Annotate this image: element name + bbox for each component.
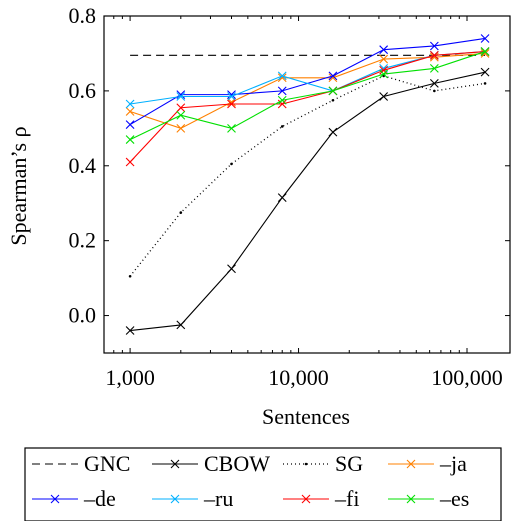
series-line-sg — [129, 75, 486, 277]
series-point-ru — [176, 92, 186, 101]
legend-label: SG — [335, 451, 363, 476]
legend-label: –ja — [439, 451, 467, 476]
series-point-fi — [125, 157, 135, 167]
legend-label: GNC — [84, 451, 130, 476]
x-axis-ticks: 1,000 10,000 100,000 — [103, 16, 503, 390]
series-point-de — [125, 120, 135, 129]
series-point-ja — [480, 49, 490, 58]
series-point-ru — [277, 71, 287, 81]
legend-marker — [170, 494, 180, 504]
series-fi — [125, 47, 490, 167]
series-point-cbow — [277, 193, 287, 202]
series-point-ja — [176, 123, 186, 133]
legend-item-ja: –ja — [388, 451, 467, 476]
series-point-sg — [331, 98, 335, 102]
series-point-de — [227, 90, 236, 100]
legend-item-cbow: CBOW — [152, 451, 270, 476]
series-point-ja — [277, 73, 287, 83]
legend-label: –es — [439, 486, 469, 511]
series-point-cbow — [379, 92, 389, 101]
series-point-fi — [227, 99, 236, 109]
series-point-ja — [379, 54, 389, 64]
series-point-cbow — [125, 326, 135, 335]
legend-item-fi: –fi — [283, 486, 359, 511]
series-point-ja — [125, 107, 135, 116]
series-point-sg — [280, 125, 284, 128]
series-point-fi — [176, 103, 186, 113]
series-point-sg — [483, 82, 487, 85]
y-tick-label: 0.8 — [69, 3, 97, 28]
series-point-sg — [128, 274, 132, 278]
series-point-ja — [429, 52, 439, 62]
legend-label: CBOW — [204, 451, 270, 476]
legend-label: –ru — [203, 486, 233, 511]
series-point-de — [379, 45, 389, 55]
series-point-de — [328, 71, 338, 81]
series-point-cbow — [176, 320, 186, 330]
legend-item-gnc: GNC — [32, 451, 130, 476]
legend-label: –de — [83, 486, 116, 511]
series-cbow — [125, 67, 490, 335]
series-point-es — [379, 69, 389, 79]
series-point-es — [429, 64, 439, 73]
y-tick-label: 0.4 — [69, 153, 97, 178]
legend-label: –fi — [334, 486, 359, 511]
legend-item-ru: –ru — [152, 486, 233, 511]
series-line-es — [129, 51, 486, 141]
x-tick-label: 10,000 — [268, 365, 329, 390]
series-point-sg — [179, 211, 183, 214]
series-point-ru — [227, 92, 236, 101]
plot-frame — [103, 15, 511, 354]
legend-marker — [406, 494, 416, 504]
series-point-es — [480, 47, 490, 56]
series-point-cbow — [429, 79, 439, 88]
series-point-sg — [433, 89, 436, 93]
series-point-cbow — [480, 67, 490, 77]
series-point-cbow — [227, 264, 236, 274]
legend: GNC CBOW SG –ja –de –ru –fi –es — [24, 447, 502, 521]
series-sg — [128, 74, 487, 278]
series-point-de — [429, 41, 439, 51]
series-point-es — [125, 135, 135, 144]
y-tick-label: 0.2 — [69, 228, 97, 253]
y-axis-ticks: 0.0 0.2 0.4 0.6 0.8 — [69, 3, 510, 328]
series-point-fi — [429, 50, 439, 60]
series-line-cbow — [130, 71, 486, 332]
series-point-es — [176, 110, 186, 120]
series-point-ru — [125, 99, 135, 109]
x-axis-title: Sentences — [262, 404, 350, 429]
series-point-de — [277, 86, 287, 96]
x-tick-label: 100,000 — [431, 365, 503, 390]
legend-marker — [301, 494, 311, 504]
series-point-de — [480, 34, 490, 43]
series-point-es — [277, 95, 287, 105]
legend-marker — [406, 459, 416, 469]
series-line-fi — [129, 51, 486, 163]
legend-item-de: –de — [32, 486, 116, 511]
series-layer — [125, 34, 490, 335]
plot-border — [103, 15, 511, 354]
series-point-es — [328, 86, 338, 96]
legend-marker — [50, 494, 60, 504]
series-point-es — [227, 123, 236, 133]
legend-marker — [304, 462, 308, 466]
legend-item-es: –es — [388, 486, 469, 511]
legend-item-sg: SG — [283, 451, 363, 476]
y-tick-label: 0.0 — [69, 303, 97, 328]
y-tick-label: 0.6 — [69, 78, 97, 103]
series-point-sg — [230, 162, 233, 166]
series-point-fi — [379, 65, 389, 75]
y-axis-title: Spearman’s ρ — [6, 126, 31, 245]
series-point-cbow — [328, 127, 338, 137]
legend-box — [24, 447, 502, 521]
x-tick-label: 1,000 — [105, 365, 155, 390]
legend-marker — [170, 459, 180, 469]
series-es — [125, 47, 490, 144]
